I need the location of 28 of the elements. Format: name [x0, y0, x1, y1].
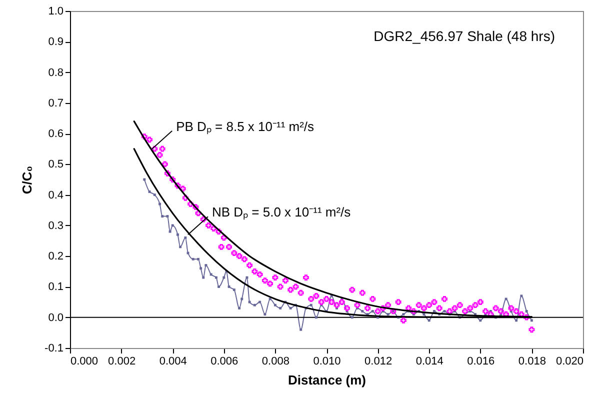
x-axis-title: Distance (m) — [288, 372, 366, 388]
y-tick-label: 0.9 — [48, 36, 64, 48]
x-tick-label: 0.014 — [416, 356, 444, 368]
y-tick-label: 0.3 — [48, 220, 64, 232]
x-tick-label: 0.010 — [313, 356, 341, 368]
x-tick-label: 0.016 — [467, 356, 495, 368]
x-tick-label: 0.018 — [518, 356, 546, 368]
text: DGR2_456.97 Shale (48 hrs) — [374, 28, 555, 44]
y-tick-label: 0.7 — [48, 97, 64, 110]
annotation: PB Dₚ = 8.5 x 10⁻¹¹ m²/s — [176, 118, 315, 135]
y-tick-label: 0.1 — [48, 281, 64, 294]
x-tick-label: 0.000 — [70, 356, 98, 368]
y-axis-title: C/C₀ — [20, 166, 35, 194]
y-tick-label: 0.5 — [48, 158, 64, 171]
x-tick-label: 0.006 — [210, 356, 238, 368]
x-tick-label: 0.002 — [108, 356, 136, 368]
x-tick-label: 0.020 — [556, 356, 584, 368]
annotation: NB Dₚ = 5.0 x 10⁻¹¹ m²/s — [212, 204, 352, 221]
y-tick-label: 0.4 — [48, 189, 64, 202]
x-tick-label: 0.008 — [262, 356, 290, 368]
y-tick-label: 0.6 — [48, 128, 64, 140]
y-tick-label: 0.2 — [48, 250, 64, 263]
x-tick-label: 0.012 — [364, 356, 392, 368]
y-tick-label: 0.8 — [48, 66, 64, 79]
x-tick-label: 0.004 — [159, 356, 187, 368]
y-tick-label: 1.0 — [48, 6, 64, 18]
y-tick-label: -0.1 — [44, 342, 64, 354]
y-tick-label: 0.0 — [48, 312, 64, 324]
